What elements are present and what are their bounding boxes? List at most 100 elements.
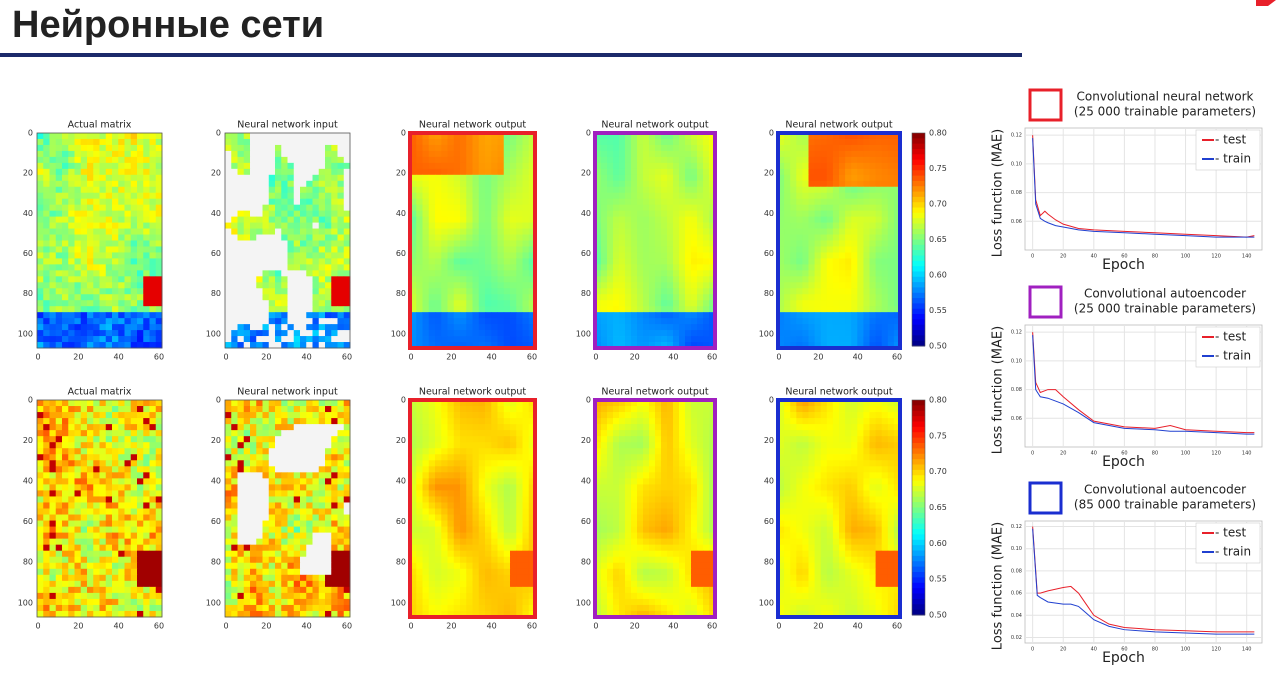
heatmap-cell bbox=[893, 198, 901, 206]
heatmap-cell bbox=[137, 258, 144, 265]
heatmap-cell bbox=[55, 442, 63, 449]
heatmap-cell bbox=[105, 490, 113, 497]
heatmap-cell bbox=[225, 336, 232, 343]
heatmap-cell bbox=[814, 342, 822, 349]
heatmap-cell bbox=[268, 210, 276, 218]
heatmap-cell bbox=[510, 198, 517, 206]
heatmap-cell bbox=[709, 222, 716, 229]
heatmap-cell bbox=[881, 192, 889, 200]
heatmap-cell bbox=[814, 150, 822, 158]
heatmap-cell bbox=[43, 294, 50, 301]
heatmap-cell bbox=[105, 508, 113, 515]
heatmap-cell bbox=[893, 264, 901, 271]
heatmap-cell bbox=[93, 246, 100, 253]
heatmap-cell bbox=[80, 246, 88, 253]
heatmap-cell bbox=[601, 234, 608, 241]
heatmap-cell bbox=[808, 342, 815, 349]
heatmap-cell bbox=[679, 192, 686, 200]
heatmap-cell bbox=[428, 252, 436, 259]
heatmap-cell bbox=[416, 300, 423, 307]
x-tick-label: 60 bbox=[154, 622, 164, 631]
heatmap-cell bbox=[293, 532, 301, 540]
heatmap-cell bbox=[491, 300, 498, 307]
heatmap-cell bbox=[99, 210, 107, 218]
heatmap-cell bbox=[661, 204, 668, 212]
heatmap-cell bbox=[130, 210, 138, 218]
heatmap-cell bbox=[631, 252, 638, 259]
heatmap-cell bbox=[839, 294, 846, 301]
heatmap-cell bbox=[655, 168, 662, 176]
heatmap-cell bbox=[118, 240, 125, 247]
heatmap-cell bbox=[703, 222, 710, 229]
heatmap-cell bbox=[893, 276, 901, 283]
heatmap-cell bbox=[143, 442, 150, 449]
heatmap-cell bbox=[124, 478, 132, 485]
heatmap-cell bbox=[118, 288, 125, 295]
heatmap-cell bbox=[118, 412, 125, 419]
heatmap-cell bbox=[137, 562, 144, 570]
heatmap-cell bbox=[667, 306, 674, 313]
heatmap-cell bbox=[231, 532, 238, 540]
heatmap-cell bbox=[262, 406, 270, 413]
heatmap-cell bbox=[685, 342, 692, 349]
heatmap-cell bbox=[318, 478, 326, 485]
heatmap-cell bbox=[118, 300, 125, 307]
heatmap-cell bbox=[802, 264, 809, 271]
heatmap-cell bbox=[275, 288, 282, 295]
heatmap-cell bbox=[74, 204, 82, 212]
heatmap-cell bbox=[80, 448, 88, 455]
heatmap-cell bbox=[685, 174, 692, 182]
heatmap-cell bbox=[87, 454, 94, 461]
heatmap-cell bbox=[225, 150, 232, 158]
heatmap-cell bbox=[697, 270, 704, 277]
heatmap-cell bbox=[691, 228, 698, 235]
heatmap-cell bbox=[43, 252, 50, 259]
heatmap-cell bbox=[55, 592, 63, 600]
heatmap-cell bbox=[225, 508, 232, 515]
heatmap-cell bbox=[796, 288, 803, 295]
heatmap-cell bbox=[607, 246, 614, 253]
heatmap-cell bbox=[851, 162, 858, 170]
heatmap-cell bbox=[472, 162, 480, 170]
heatmap-cell bbox=[460, 276, 467, 283]
heatmap-cell bbox=[637, 282, 644, 289]
heatmap-cell bbox=[281, 490, 288, 497]
heatmap-cell bbox=[300, 138, 307, 146]
heatmap-cell bbox=[337, 186, 345, 194]
heatmap-cell bbox=[869, 228, 876, 235]
heatmap-cell bbox=[422, 198, 430, 206]
heatmap-cell bbox=[460, 210, 467, 218]
heatmap-cell bbox=[516, 294, 523, 301]
heatmap-cell bbox=[510, 234, 517, 241]
heatmap-cell bbox=[453, 330, 461, 337]
heatmap-cell bbox=[869, 210, 876, 218]
heatmap-cell bbox=[325, 192, 332, 200]
heatmap-cell bbox=[149, 472, 157, 479]
heatmap-cell bbox=[893, 288, 901, 295]
heatmap-cell bbox=[243, 312, 251, 319]
heatmap-cell bbox=[619, 252, 626, 259]
heatmap-cell bbox=[703, 168, 710, 176]
heatmap-cell bbox=[231, 478, 238, 485]
heatmap-cell bbox=[472, 138, 480, 146]
heatmap-cell bbox=[80, 412, 88, 419]
heatmap-cell bbox=[331, 532, 338, 540]
heatmap-cell bbox=[93, 520, 100, 527]
heatmap-cell bbox=[237, 138, 245, 146]
heatmap-cell bbox=[851, 300, 858, 307]
heatmap-cell bbox=[99, 306, 107, 313]
heatmap-cell bbox=[625, 192, 632, 200]
heatmap-cell bbox=[466, 210, 473, 218]
heatmap-cell bbox=[124, 204, 132, 212]
heatmap-cell bbox=[256, 472, 263, 479]
heatmap-cell bbox=[802, 222, 809, 229]
heatmap-cell bbox=[237, 234, 245, 241]
heatmap-cell bbox=[256, 246, 263, 253]
heatmap-cell bbox=[619, 138, 626, 146]
heatmap-cell bbox=[325, 318, 332, 325]
heatmap-cell bbox=[68, 484, 75, 491]
heatmap-cell bbox=[74, 162, 82, 170]
heatmap-cell bbox=[703, 144, 710, 152]
heatmap-cell bbox=[778, 228, 785, 235]
heatmap-cell bbox=[118, 156, 125, 164]
